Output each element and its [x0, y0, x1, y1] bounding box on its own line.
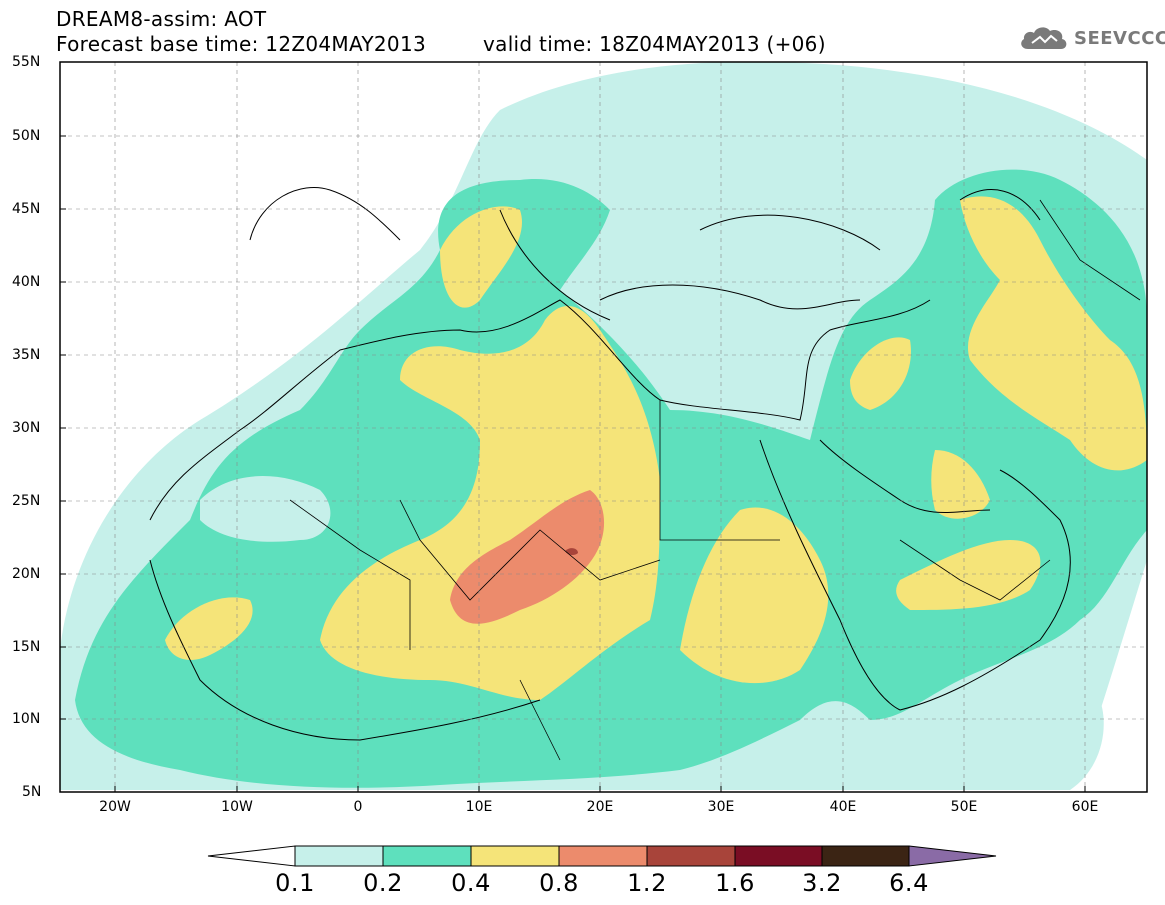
country-borders: [289, 199, 1141, 761]
colorbar-segment-0.4: [470, 845, 560, 867]
aot-field-0.4: [165, 196, 1147, 700]
valid-time: valid time: 18Z04MAY2013 (+06): [483, 32, 826, 56]
cloud-logo-icon: [1021, 27, 1067, 49]
lat-label: 45N: [12, 201, 41, 217]
colorbar-label: 3.2: [802, 869, 842, 897]
grid: [60, 62, 1147, 792]
lon-label: 40E: [829, 799, 857, 815]
map-title: DREAM8-assim: AOT: [56, 7, 267, 31]
colorbar-under-triangle: [207, 845, 296, 867]
colorbar: [207, 845, 997, 867]
lat-label: 40N: [12, 274, 41, 290]
lat-label: 25N: [12, 493, 41, 509]
aot-field-0.8: [450, 490, 605, 624]
colorbar-label: 1.6: [715, 869, 755, 897]
lat-label: 5N: [22, 784, 42, 800]
lat-label: 35N: [12, 347, 41, 363]
lat-label: 55N: [12, 54, 41, 70]
lon-label: 10E: [465, 799, 493, 815]
coastlines: [149, 186, 1071, 741]
lon-label: 20W: [99, 799, 131, 815]
logo-text: SEEVCCC: [1074, 27, 1165, 49]
lon-label: 30E: [707, 799, 735, 815]
forecast-base-time: Forecast base time: 12Z04MAY2013: [56, 32, 426, 56]
lat-label: 20N: [12, 566, 41, 582]
tick-marks: [60, 61, 1086, 793]
colorbar-label: 0.8: [539, 869, 579, 897]
lat-label: 10N: [12, 711, 41, 727]
lat-label: 15N: [12, 639, 41, 655]
colorbar-over-triangle: [908, 845, 997, 867]
colorbar-label: 0.4: [451, 869, 491, 897]
map-frame: [59, 61, 1148, 793]
colorbar-segment-0.2: [382, 845, 472, 867]
aot-field-0.1-inner: [200, 226, 1104, 790]
lat-label: 30N: [12, 420, 41, 436]
lon-label: 20E: [586, 799, 614, 815]
lon-label: 60E: [1071, 799, 1099, 815]
colorbar-segment-0.8: [558, 845, 648, 867]
lon-label: 50E: [950, 799, 978, 815]
colorbar-segment-0.1: [294, 845, 384, 867]
lon-label: 10W: [221, 799, 253, 815]
seevccc-logo: SEEVCCC: [1018, 22, 1165, 54]
colorbar-label: 0.2: [363, 869, 403, 897]
colorbar-segment-1.6: [734, 845, 823, 867]
lon-label: 0: [353, 799, 363, 815]
colorbar-label: 6.4: [889, 869, 929, 897]
lat-label: 50N: [12, 128, 41, 144]
colorbar-label: 1.2: [627, 869, 667, 897]
colorbar-segment-3.2: [821, 845, 910, 867]
colorbar-label: 0.1: [275, 869, 315, 897]
colorbar-segment-1.2: [646, 845, 736, 867]
